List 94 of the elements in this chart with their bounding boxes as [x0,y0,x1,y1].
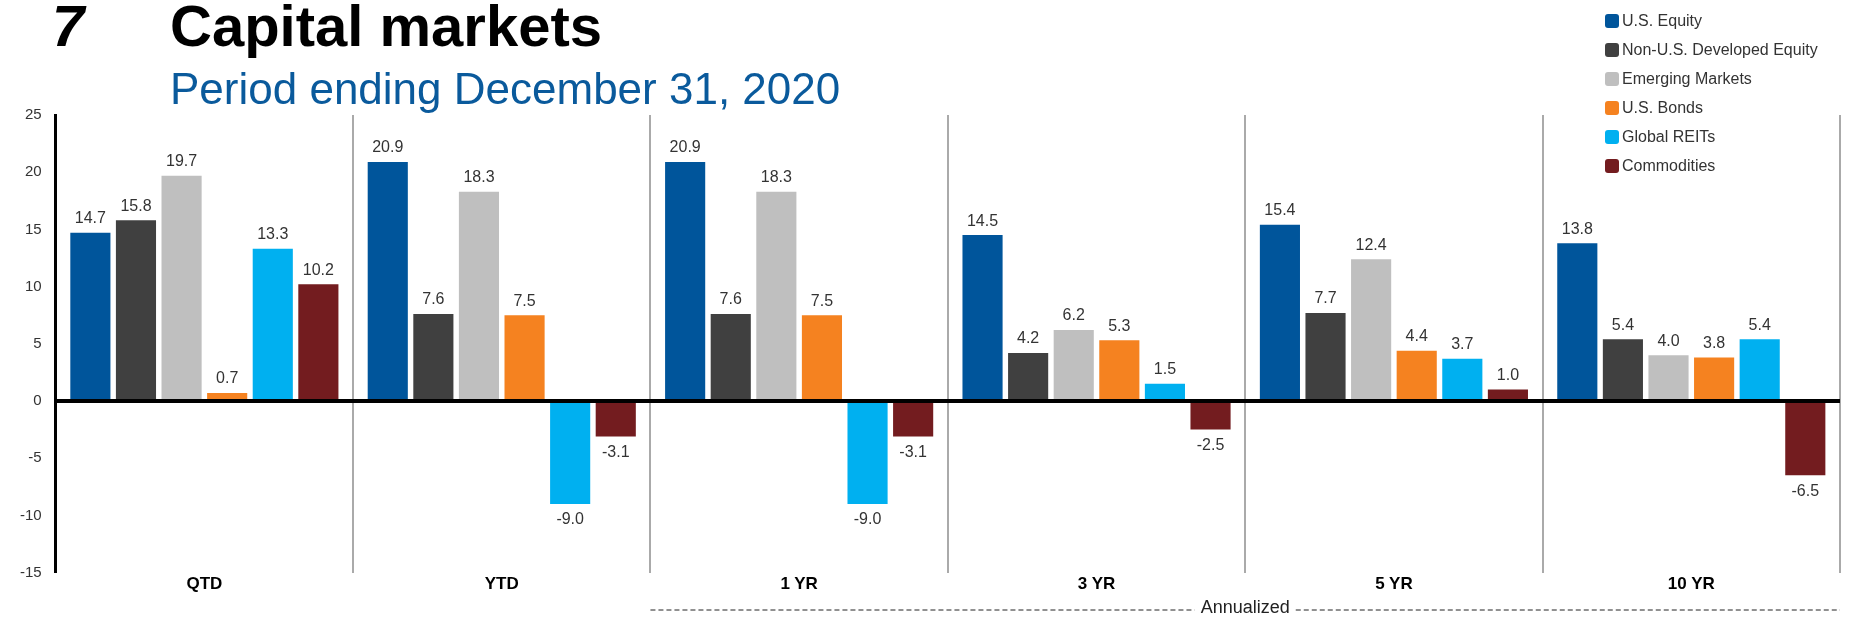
data-label: 18.3 [463,168,495,186]
data-label: 7.5 [513,291,536,309]
bar [1602,339,1643,401]
data-label: 7.7 [1314,289,1337,307]
data-label: 18.3 [760,168,793,186]
bar [1396,350,1437,401]
data-label: -3.1 [601,442,630,460]
data-label: 19.7 [166,152,198,170]
y-tick-label: 20 [24,162,42,180]
data-label: -9.0 [853,510,882,528]
bar [252,248,293,401]
data-label: 4.4 [1405,327,1428,345]
data-label: -3.1 [899,442,928,460]
bar [1785,401,1826,476]
data-label: 3.7 [1451,335,1474,353]
data-label: 1.5 [1153,360,1177,378]
data-label: -9.0 [556,510,585,528]
bar [1099,340,1140,401]
data-label: 7.5 [810,291,834,309]
data-label: 13.8 [1561,219,1593,237]
bar [1557,243,1598,401]
bar [1694,357,1735,401]
bar [504,315,545,401]
x-tick-label: 1 YR [780,574,818,594]
bar [550,401,591,504]
bar [1259,224,1300,401]
data-label: 5.3 [1108,316,1131,334]
x-tick-label: YTD [484,574,519,594]
text: Annualized [1200,596,1290,617]
data-label: 15.4 [1264,201,1296,219]
data-label: -2.5 [1196,436,1225,454]
legend-label: Non-U.S. Developed Equity [1622,40,1818,59]
y-tick-label: -5 [28,448,42,466]
data-label: 5.4 [1611,315,1635,333]
data-label: -6.5 [1791,481,1820,499]
y-tick-label: 15 [24,219,42,237]
bar [1648,355,1689,401]
legend-label: Commodities [1622,156,1716,175]
bar [298,284,339,401]
data-label: 10.2 [302,260,335,278]
data-label: 7.6 [719,290,742,308]
y-tick-label: 25 [24,105,42,123]
chart-subtitle: Period ending December 31, 2020 [170,64,841,114]
bar [1008,352,1049,401]
data-label: 3.8 [1702,333,1726,351]
bar [1351,259,1392,401]
bar [1442,358,1483,401]
data-label: 5.4 [1748,315,1771,333]
data-label: 4.0 [1657,331,1680,349]
data-label: 4.2 [1017,329,1040,347]
legend-label: Global REITs [1622,127,1716,146]
bar [70,232,111,401]
legend-label: U.S. Equity [1622,11,1703,30]
bar [847,401,888,504]
text: 7 [52,0,85,59]
data-label: 7.6 [422,290,445,308]
y-tick-label: -15 [19,562,42,580]
data-label: 6.2 [1062,306,1085,324]
bar [115,220,157,401]
data-label: 1.0 [1496,365,1520,383]
data-label: 20.9 [669,138,701,156]
bar [413,314,454,401]
bar [161,175,202,401]
bar [1739,339,1780,401]
data-label: 14.5 [966,211,999,229]
y-tick-label: 0 [33,391,42,409]
bar [756,191,797,401]
data-label: 15.8 [120,196,152,214]
bar [1305,312,1346,401]
bar [665,161,706,401]
x-tick-label: 5 YR [1375,574,1413,594]
bar [801,315,843,401]
x-tick-label: 3 YR [1077,574,1116,594]
bar [1053,330,1094,401]
y-tick-label: -10 [19,505,42,523]
data-label: 13.3 [257,225,289,243]
bar [893,401,934,437]
bar [710,314,751,401]
x-tick-label: 10 YR [1667,574,1715,594]
bar [367,161,408,401]
data-label: 12.4 [1355,235,1387,253]
bar [1190,401,1231,430]
bar [458,191,500,401]
legend-label: Emerging Markets [1622,69,1752,88]
legend-label: U.S. Bonds [1622,98,1703,117]
chart-title: Capital markets [170,0,602,59]
y-tick-label: 10 [24,276,42,294]
data-label: 20.9 [372,138,404,156]
x-tick-label: QTD [186,574,223,594]
bar [962,235,1003,401]
data-label: 0.7 [216,369,239,387]
y-tick-label: 5 [33,333,42,351]
bar [595,401,636,437]
data-label: 14.7 [74,209,107,227]
